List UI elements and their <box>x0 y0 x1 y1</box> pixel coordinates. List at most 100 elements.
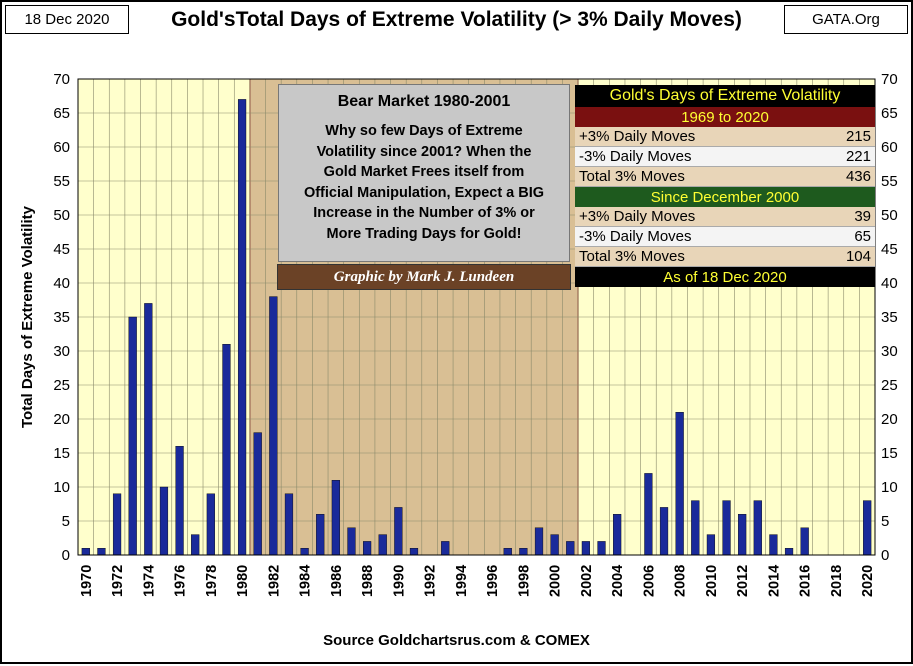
bar <box>300 548 309 556</box>
bear-market-text: Why so few Days of Extreme Volatility si… <box>279 121 569 244</box>
bar <box>691 500 700 556</box>
y-tick-label-right: 5 <box>881 513 889 530</box>
chart-title: Gold'sTotal Days of Extreme Volatility (… <box>171 8 742 31</box>
bar <box>784 548 794 556</box>
bar <box>81 548 90 556</box>
x-tick-label: 2010 <box>704 565 720 597</box>
bear-line: Volatility since 2001? When the <box>316 143 532 160</box>
bear-line: More Trading Days for Gold! <box>326 225 522 242</box>
y-tick-label-left: 65 <box>53 105 70 122</box>
x-tick-label: 1992 <box>423 565 439 597</box>
x-tick-label: 1990 <box>391 565 407 597</box>
bear-market-title: Bear Market 1980-2001 <box>337 93 511 110</box>
stats-title: Gold's Days of Extreme Volatility <box>575 85 875 107</box>
bar <box>237 99 247 556</box>
bar <box>753 500 762 556</box>
y-tick-label-right: 20 <box>881 411 898 428</box>
bar <box>800 527 809 556</box>
bar <box>534 527 544 556</box>
y-tick-label-right: 25 <box>881 377 898 394</box>
y-tick-label-left: 50 <box>53 207 70 224</box>
x-tick-label: 2018 <box>829 565 845 597</box>
bear-line: Gold Market Frees itself from <box>323 164 525 180</box>
graphic-credit: Graphic by Mark J. Lundeen <box>277 264 571 290</box>
volatility-stats-table: Gold's Days of Extreme Volatility 1969 t… <box>575 85 875 287</box>
y-tick-label-left: 0 <box>62 547 70 564</box>
bear-line: Why so few Days of Extreme <box>325 123 523 139</box>
bar <box>659 507 669 556</box>
y-tick-label-right: 35 <box>881 309 898 326</box>
bar <box>550 534 559 556</box>
x-tick-label: 1976 <box>173 565 189 597</box>
stats-row-value: 436 <box>845 168 871 185</box>
stats-row-value: 65 <box>854 228 871 245</box>
y-tick-label-right: 40 <box>881 275 898 292</box>
y-tick-label-left: 70 <box>53 71 70 88</box>
y-tick-label-right: 70 <box>881 71 898 88</box>
stats-row-label: Total 3% Moves <box>579 168 685 185</box>
stats-row-value: 221 <box>845 148 871 165</box>
bar <box>566 541 575 556</box>
stats-row-value: 104 <box>845 248 871 265</box>
x-tick-label: 1996 <box>485 565 501 597</box>
bar <box>503 548 512 556</box>
plot-border <box>77 78 876 556</box>
x-tick-label: 2008 <box>673 565 689 597</box>
bar <box>519 548 528 556</box>
y-tick-label-left: 40 <box>53 275 70 292</box>
y-tick-label-left: 45 <box>53 241 70 258</box>
as-of-label: As of 18 Dec 2020 <box>575 267 875 287</box>
x-tick-label: 1998 <box>516 565 532 597</box>
bar <box>316 514 325 556</box>
y-tick-label-left: 10 <box>53 479 70 496</box>
stats-row-label: Total 3% Moves <box>579 248 685 265</box>
y-tick-label-left: 60 <box>53 139 70 156</box>
period2-header: Since December 2000 <box>575 187 875 207</box>
x-tick-label: 1994 <box>454 565 470 597</box>
bar <box>191 534 200 556</box>
bar <box>722 500 731 556</box>
bar <box>597 541 606 556</box>
y-tick-label-right: 55 <box>881 173 898 190</box>
bar <box>706 534 716 556</box>
y-tick-label-left: 25 <box>53 377 70 394</box>
bar <box>363 541 372 556</box>
x-tick-label: 1982 <box>266 565 282 597</box>
stats-row: Total 3% Moves 436 <box>575 167 875 187</box>
bar <box>175 446 184 556</box>
bar <box>284 493 294 556</box>
bar <box>394 507 403 556</box>
period1-header: 1969 to 2020 <box>575 107 875 127</box>
x-tick-label: 2020 <box>860 565 876 597</box>
x-tick-label: 2014 <box>766 565 782 597</box>
bar <box>128 316 137 556</box>
bar <box>144 303 153 556</box>
bar <box>206 493 215 556</box>
stats-row-value: 215 <box>845 128 871 145</box>
stats-row: Total 3% Moves 104 <box>575 247 875 267</box>
stats-row-label: +3% Daily Moves <box>579 208 696 225</box>
x-tick-label: 1970 <box>79 565 95 597</box>
y-tick-label-left: 55 <box>53 173 70 190</box>
bar <box>738 514 747 556</box>
y-tick-label-right: 30 <box>881 343 898 360</box>
bear-line: Increase in the Number of 3% or <box>313 205 535 221</box>
y-tick-label-left: 5 <box>62 513 70 530</box>
bar <box>581 541 590 556</box>
stats-row: +3% Daily Moves 215 <box>575 127 875 147</box>
x-tick-label: 1974 <box>141 565 157 597</box>
stats-row: +3% Daily Moves 39 <box>575 207 875 227</box>
bar <box>331 480 340 556</box>
y-tick-label-right: 50 <box>881 207 898 224</box>
bar <box>769 534 778 556</box>
bar <box>159 486 169 556</box>
bar <box>644 473 653 556</box>
y-tick-label-right: 45 <box>881 241 898 258</box>
bar <box>409 548 419 556</box>
stats-row: -3% Daily Moves 221 <box>575 147 875 167</box>
bar <box>222 344 231 556</box>
x-tick-label: 2012 <box>735 565 751 597</box>
bar <box>863 500 872 556</box>
chart-footer-source: Source Goldchartsrus.com & COMEX <box>323 632 590 649</box>
